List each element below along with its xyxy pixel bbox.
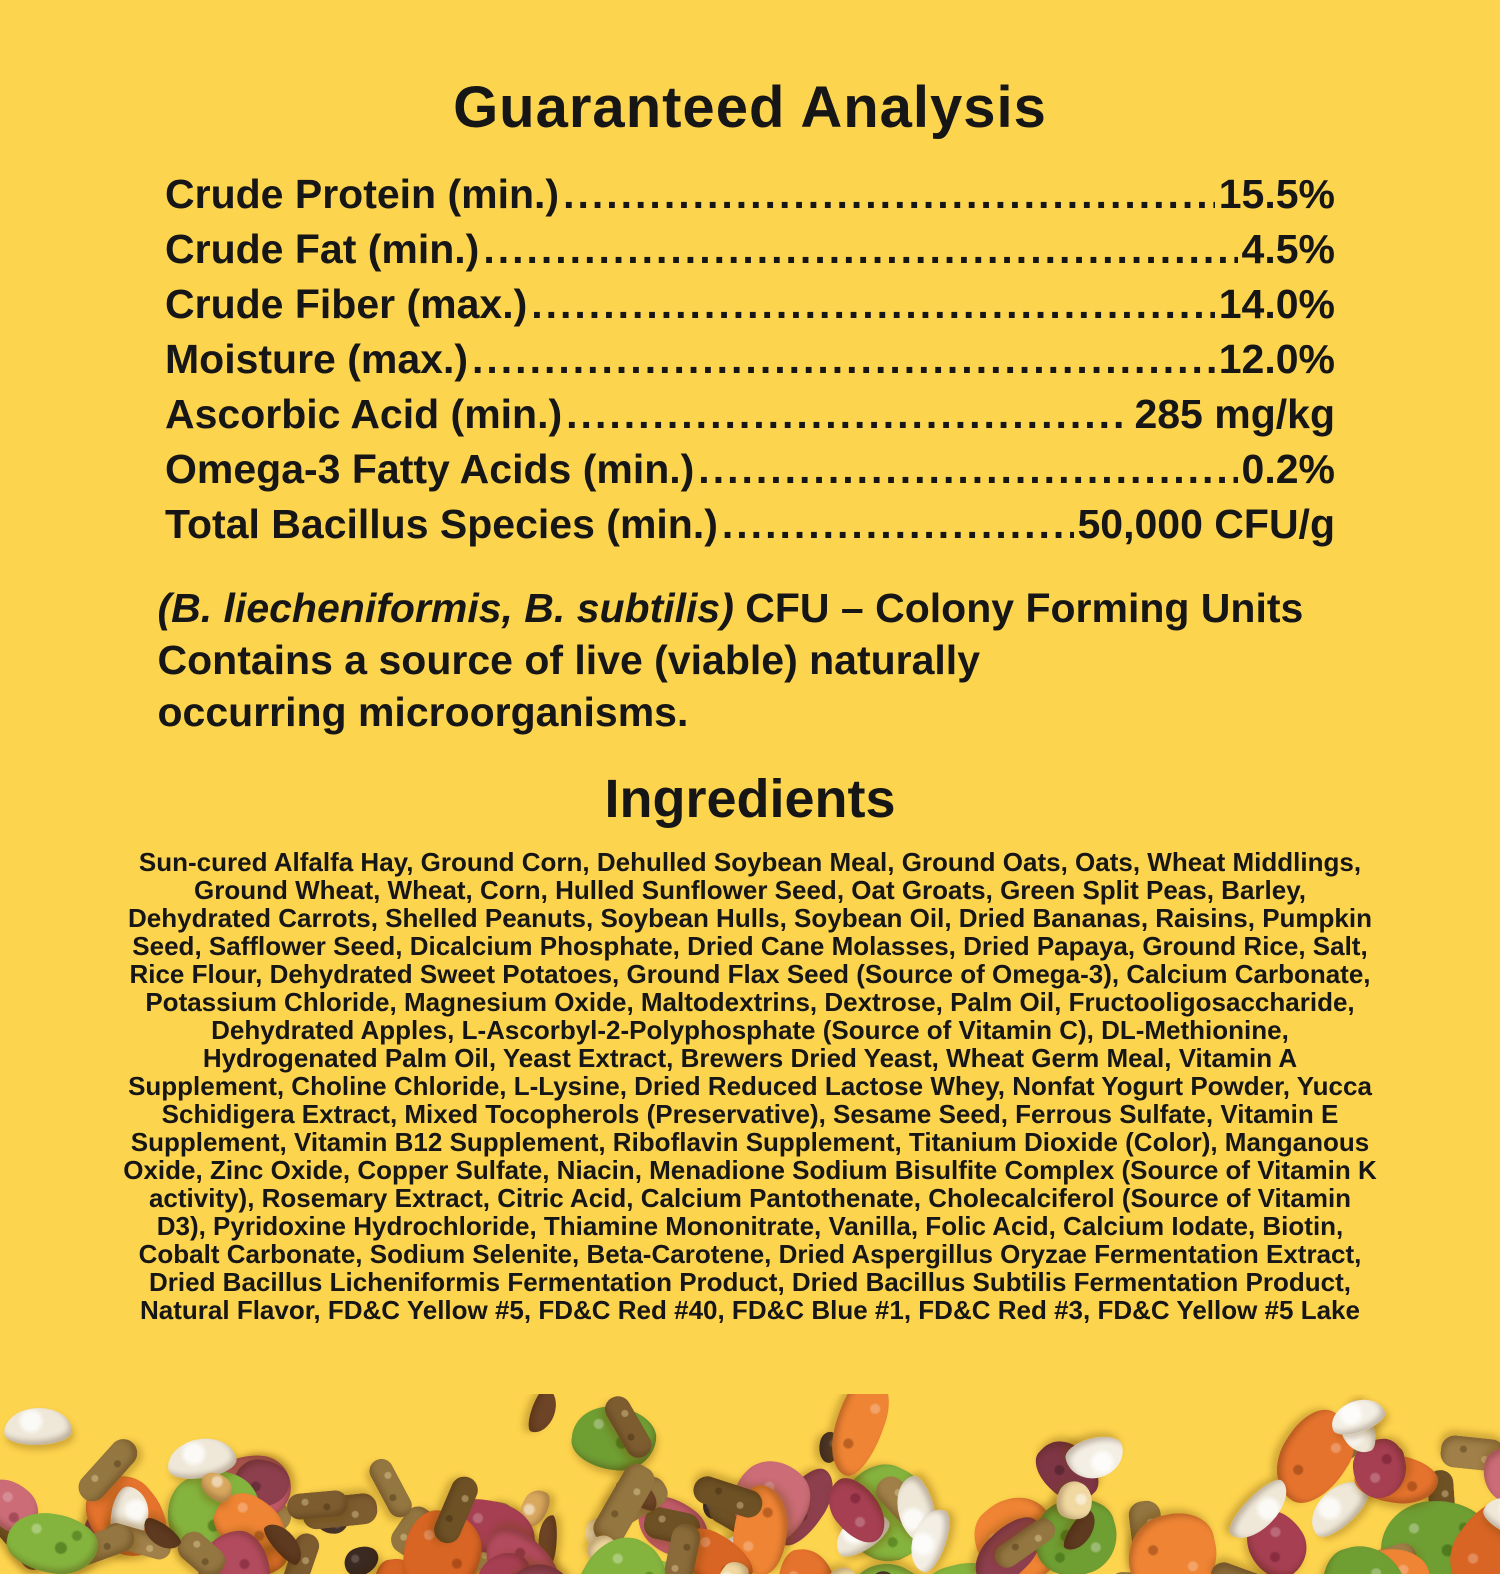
dot-leader bbox=[472, 336, 1215, 383]
dot-leader bbox=[722, 501, 1074, 548]
nutrient-label: Crude Fiber (max.) bbox=[165, 281, 528, 327]
guaranteed-analysis-title: Guaranteed Analysis bbox=[453, 75, 1047, 140]
analysis-row-ascorbic-acid: Ascorbic Acid (min.) 285 mg/kg bbox=[165, 391, 1335, 446]
food-piece bbox=[524, 1394, 562, 1438]
nutrient-value: 50,000 CFU/g bbox=[1077, 501, 1336, 547]
guaranteed-analysis-table: Crude Protein (min.) 15.5% Crude Fat (min… bbox=[165, 171, 1335, 556]
nutrient-value: 14.0% bbox=[1218, 281, 1335, 327]
food-piece bbox=[340, 1541, 383, 1574]
nutrient-label: Moisture (max.) bbox=[165, 336, 468, 382]
dot-leader bbox=[563, 171, 1215, 218]
analysis-row-crude-protein: Crude Protein (min.) 15.5% bbox=[165, 171, 1335, 226]
nutrient-label: Total Bacillus Species (min.) bbox=[165, 501, 718, 547]
food-piece bbox=[285, 1489, 349, 1521]
nutrient-label: Crude Protein (min.) bbox=[165, 171, 560, 217]
food-scatter-photo bbox=[0, 1394, 1500, 1574]
nutrient-value: 285 mg/kg bbox=[1134, 391, 1335, 437]
nutrient-value: 12.0% bbox=[1218, 336, 1335, 382]
bacillus-species-italic: (B. liecheniformis, B. subtilis) bbox=[157, 585, 734, 631]
food-piece bbox=[3, 1406, 73, 1447]
label-panel: Guaranteed Analysis Crude Protein (min.)… bbox=[0, 74, 1500, 1574]
cfu-definition: CFU – Colony Forming Units bbox=[733, 585, 1304, 631]
dot-leader bbox=[698, 446, 1237, 493]
nutrient-label: Omega-3 Fatty Acids (min.) bbox=[165, 446, 695, 492]
nutrient-value: 15.5% bbox=[1218, 171, 1335, 217]
footnote-line2: Contains a source of live (viable) natur… bbox=[157, 637, 981, 683]
analysis-row-moisture: Moisture (max.) 12.0% bbox=[165, 336, 1335, 391]
ingredients-list: Sun-cured Alfalfa Hay, Ground Corn, Dehu… bbox=[123, 847, 1377, 1325]
dot-leader bbox=[483, 226, 1237, 273]
analysis-row-crude-fat: Crude Fat (min.) 4.5% bbox=[165, 226, 1335, 281]
analysis-row-omega3: Omega-3 Fatty Acids (min.) 0.2% bbox=[165, 446, 1335, 501]
analysis-footnote: (B. liecheniformis, B. subtilis) CFU – C… bbox=[158, 582, 1343, 738]
analysis-row-bacillus: Total Bacillus Species (min.) 50,000 CFU/… bbox=[165, 501, 1335, 556]
nutrient-value: 4.5% bbox=[1241, 226, 1335, 272]
nutrient-value: 0.2% bbox=[1241, 446, 1335, 492]
footnote-line3: occurring microorganisms. bbox=[157, 689, 689, 735]
nutrient-label: Ascorbic Acid (min.) bbox=[165, 391, 563, 437]
nutrient-label: Crude Fat (min.) bbox=[165, 226, 480, 272]
dot-leader bbox=[531, 281, 1215, 328]
ingredients-title: Ingredients bbox=[604, 769, 896, 829]
dot-leader bbox=[566, 391, 1130, 438]
analysis-row-crude-fiber: Crude Fiber (max.) 14.0% bbox=[165, 281, 1335, 336]
